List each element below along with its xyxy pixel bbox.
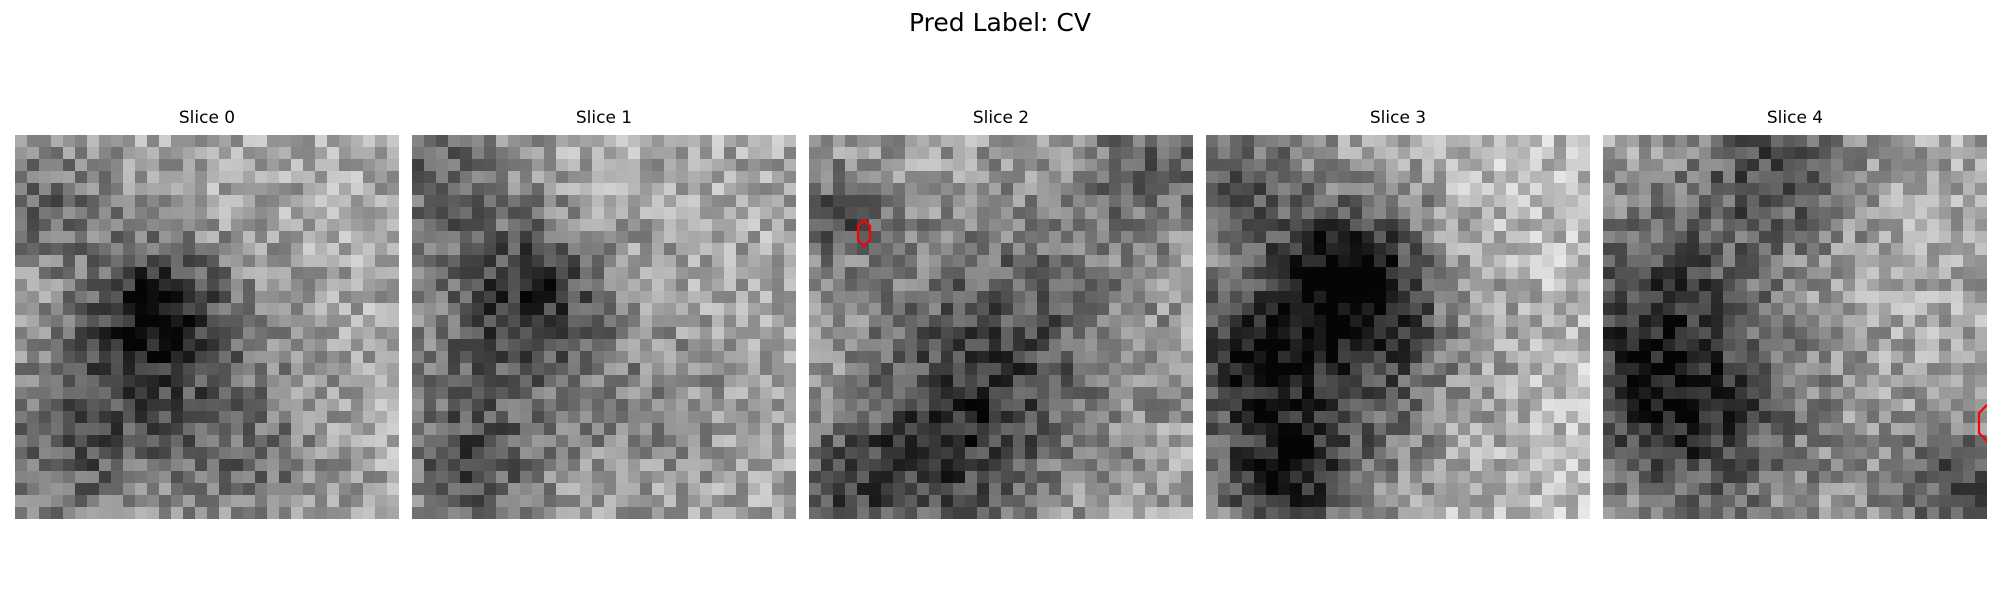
slice-title-0: Slice 0 (178, 108, 236, 128)
slice-title-1: Slice 1 (575, 108, 633, 128)
red-contour-marker (1977, 404, 1987, 442)
slice-title-4: Slice 4 (1766, 108, 1824, 128)
slice-image-1 (412, 135, 796, 519)
slice-image-4 (1603, 135, 1987, 519)
slice-image-3 (1206, 135, 1590, 519)
slice-image-2 (809, 135, 1193, 519)
slice-image-0 (15, 135, 399, 519)
slice-title-3: Slice 3 (1369, 108, 1427, 128)
slice-title-2: Slice 2 (972, 108, 1030, 128)
figure-title: Pred Label: CV (909, 8, 1091, 37)
red-contour-marker (856, 218, 872, 248)
